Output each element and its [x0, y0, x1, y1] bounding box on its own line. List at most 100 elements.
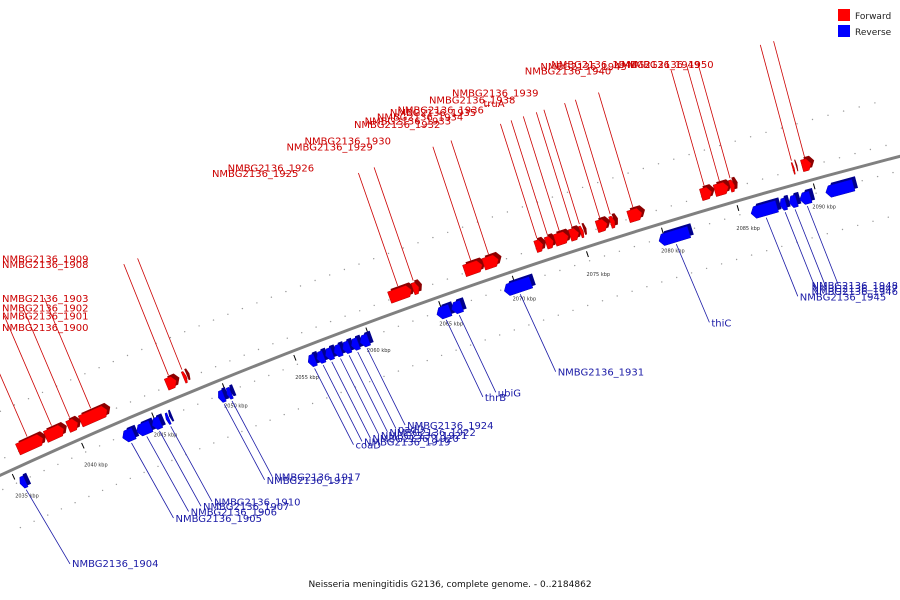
tick-dot [823, 161, 825, 163]
tick-dot [749, 136, 752, 138]
tick-dot [227, 436, 229, 438]
tick-dot [499, 334, 501, 336]
gene-label: NMBG2136_1905 [176, 514, 262, 525]
gene-glyph-nmbg2136-1936 [578, 222, 587, 239]
tick-dot [141, 348, 143, 351]
tick-dot [826, 233, 828, 235]
gene-glyph-nmbg2136-1950 [800, 155, 815, 173]
gene-glyph-face [800, 158, 812, 173]
leader-line [450, 140, 489, 255]
tick-dot [461, 226, 464, 228]
leader-line [773, 41, 805, 158]
tick-dot [129, 401, 132, 403]
tick-dot [126, 354, 129, 357]
tick-dot [811, 237, 813, 239]
tick-dot [13, 404, 16, 406]
gene-label: NMBG2136_1948 [812, 281, 898, 292]
gene-glyph-depth [794, 159, 799, 172]
leader-line [458, 315, 497, 393]
tick-dot [597, 181, 599, 184]
leader-line [331, 361, 371, 439]
gene-glyph-face [333, 343, 344, 358]
gene-glyph-face [163, 376, 177, 391]
tick-dot [157, 465, 159, 468]
gene-label: NMBG2136_1930 [305, 137, 391, 148]
tick-dot [29, 476, 31, 478]
tick-dot [513, 329, 515, 331]
tick-dot [211, 397, 213, 400]
gene-label: NMBG2136_1940 [525, 66, 611, 77]
tick-dot [417, 242, 419, 244]
tick-dot [84, 373, 86, 375]
tick-dot [115, 483, 118, 486]
leader-line [170, 426, 213, 502]
tick-dot [661, 281, 663, 283]
gene-glyph-depth [168, 409, 175, 422]
tick-dot [296, 363, 299, 365]
gene-glyph-face [825, 178, 856, 198]
gene-label: NMBG2136_1921 [381, 431, 467, 442]
gene-glyphs [15, 155, 858, 489]
tick-dot [506, 211, 509, 213]
leader-line [432, 146, 472, 261]
gene-glyph-nmbg2136-1907 [151, 413, 166, 430]
tick-dot [746, 182, 748, 185]
gene-glyph-face [578, 225, 585, 239]
gene-glyph-depth [731, 176, 738, 190]
gene-label: ubiG [498, 388, 521, 399]
tick-dot [397, 370, 400, 372]
gene-glyph-nmbg2136-1925 [387, 282, 415, 304]
gene-glyph-nmbg2136-1930 [481, 251, 502, 271]
gene-glyph-face [325, 347, 336, 361]
tick-dot [241, 430, 243, 433]
gene-label: NMBG2136_1902 [2, 303, 88, 314]
legend: Forward Reverse [838, 9, 892, 38]
gene-glyph-nmbg2136-1920 [325, 344, 338, 361]
gene-label: NMBG2136_1922 [389, 428, 475, 439]
tick-dot [724, 218, 726, 220]
gene-glyph-nmbg2136-1934 [552, 228, 572, 247]
tick-dot [720, 263, 723, 265]
gene-glyph-face [750, 200, 779, 219]
tick-dot [88, 495, 90, 498]
tick-dot [765, 131, 767, 134]
tick-dot [227, 313, 229, 315]
tick-dot [618, 250, 621, 252]
scale-tick-label: 2055 kbp [295, 375, 319, 381]
leader-line [25, 489, 71, 565]
gene-glyph-face [790, 162, 796, 175]
tick-dot [60, 508, 63, 510]
tick-dot [705, 267, 708, 270]
tick-dot [670, 205, 672, 207]
tick-dot [528, 324, 530, 326]
leader-line [510, 120, 548, 235]
leader-line [759, 44, 792, 161]
tick-dot [542, 319, 545, 321]
tick-dot [285, 290, 287, 293]
tick-dot [734, 140, 736, 142]
tick-dot [551, 196, 554, 198]
scale-tick [438, 301, 442, 308]
tick-dot [861, 180, 863, 182]
leader-lines [0, 41, 839, 565]
gene-label: NMBG2136_1929 [286, 143, 372, 154]
gene-label: NMBG2136_1947 [812, 284, 898, 295]
tick-dot [412, 365, 414, 367]
gene-glyph-face [533, 239, 544, 253]
leader-line [794, 209, 827, 289]
gene-label: NMBG2136_1908 [2, 260, 88, 271]
gene-label: coaD [356, 441, 382, 452]
gene-glyph-face [594, 218, 608, 234]
tick-dot [708, 223, 711, 225]
gene-glyph-face [481, 254, 499, 271]
tick-dot [270, 296, 273, 298]
tick-dot [426, 359, 428, 362]
gene-glyph-thic [658, 223, 694, 246]
gene-glyph-nmbg2136-1905 [122, 424, 140, 443]
gene-label: NMBG2136_1909 [2, 254, 88, 265]
tick-dot [603, 255, 606, 257]
tick-dot [469, 344, 472, 346]
leader-line [675, 243, 710, 323]
tick-dot [213, 442, 215, 444]
tick-dot [887, 216, 889, 218]
